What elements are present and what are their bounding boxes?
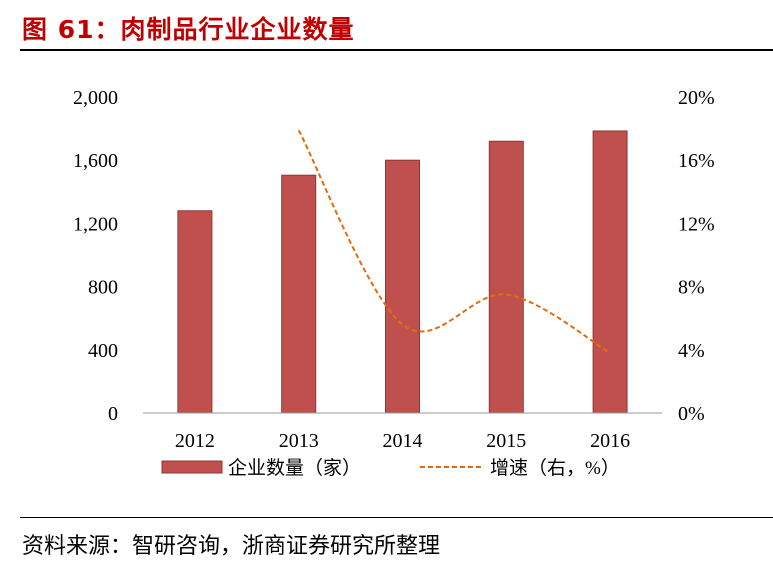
figure-title: 图 61：肉制品行业企业数量: [22, 15, 355, 44]
x-axis-tick-label: 2015: [486, 430, 526, 452]
left-axis-tick-label: 1,600: [73, 150, 118, 172]
x-axis-tick-label: 2014: [383, 430, 423, 452]
x-axis-tick-label: 2013: [279, 430, 319, 452]
right-axis-tick-label: 12%: [678, 213, 715, 235]
title-rule: [20, 49, 773, 51]
bar-2012: [177, 210, 213, 414]
growth-rate-line: [297, 129, 611, 354]
bar-2015: [488, 140, 524, 414]
right-axis-tick-label: 8%: [678, 277, 705, 299]
legend-swatch-bars: [161, 460, 223, 474]
source-note: 资料来源：智研咨询，浙商证券研究所整理: [22, 534, 441, 559]
left-axis-tick-label: 1,200: [73, 213, 118, 235]
left-axis-tick-label: 800: [88, 277, 118, 299]
bar-2014: [385, 159, 420, 414]
right-axis-tick-label: 4%: [678, 340, 705, 362]
bar-2013: [281, 174, 317, 414]
chart: 0 400 800 1,200 1,600 2,000 0% 4% 8% 12% 16% 20% 201…: [73, 87, 715, 479]
left-axis-tick-label: 400: [88, 340, 118, 362]
legend-label-bars: 企业数量（家）: [228, 457, 361, 479]
legend-label-line: 增速（右，%）: [490, 457, 620, 479]
right-axis-tick-label: 0%: [678, 403, 705, 425]
bar-2016: [592, 130, 628, 414]
right-axis-tick-label: 20%: [678, 87, 715, 109]
source-rule: [20, 517, 773, 518]
left-axis-tick-label: 2,000: [73, 87, 118, 109]
left-axis-tick-label: 0: [108, 403, 118, 425]
right-axis-tick-label: 16%: [678, 150, 715, 172]
x-axis-tick-label: 2016: [590, 430, 630, 452]
x-axis-tick-label: 2012: [175, 430, 215, 452]
